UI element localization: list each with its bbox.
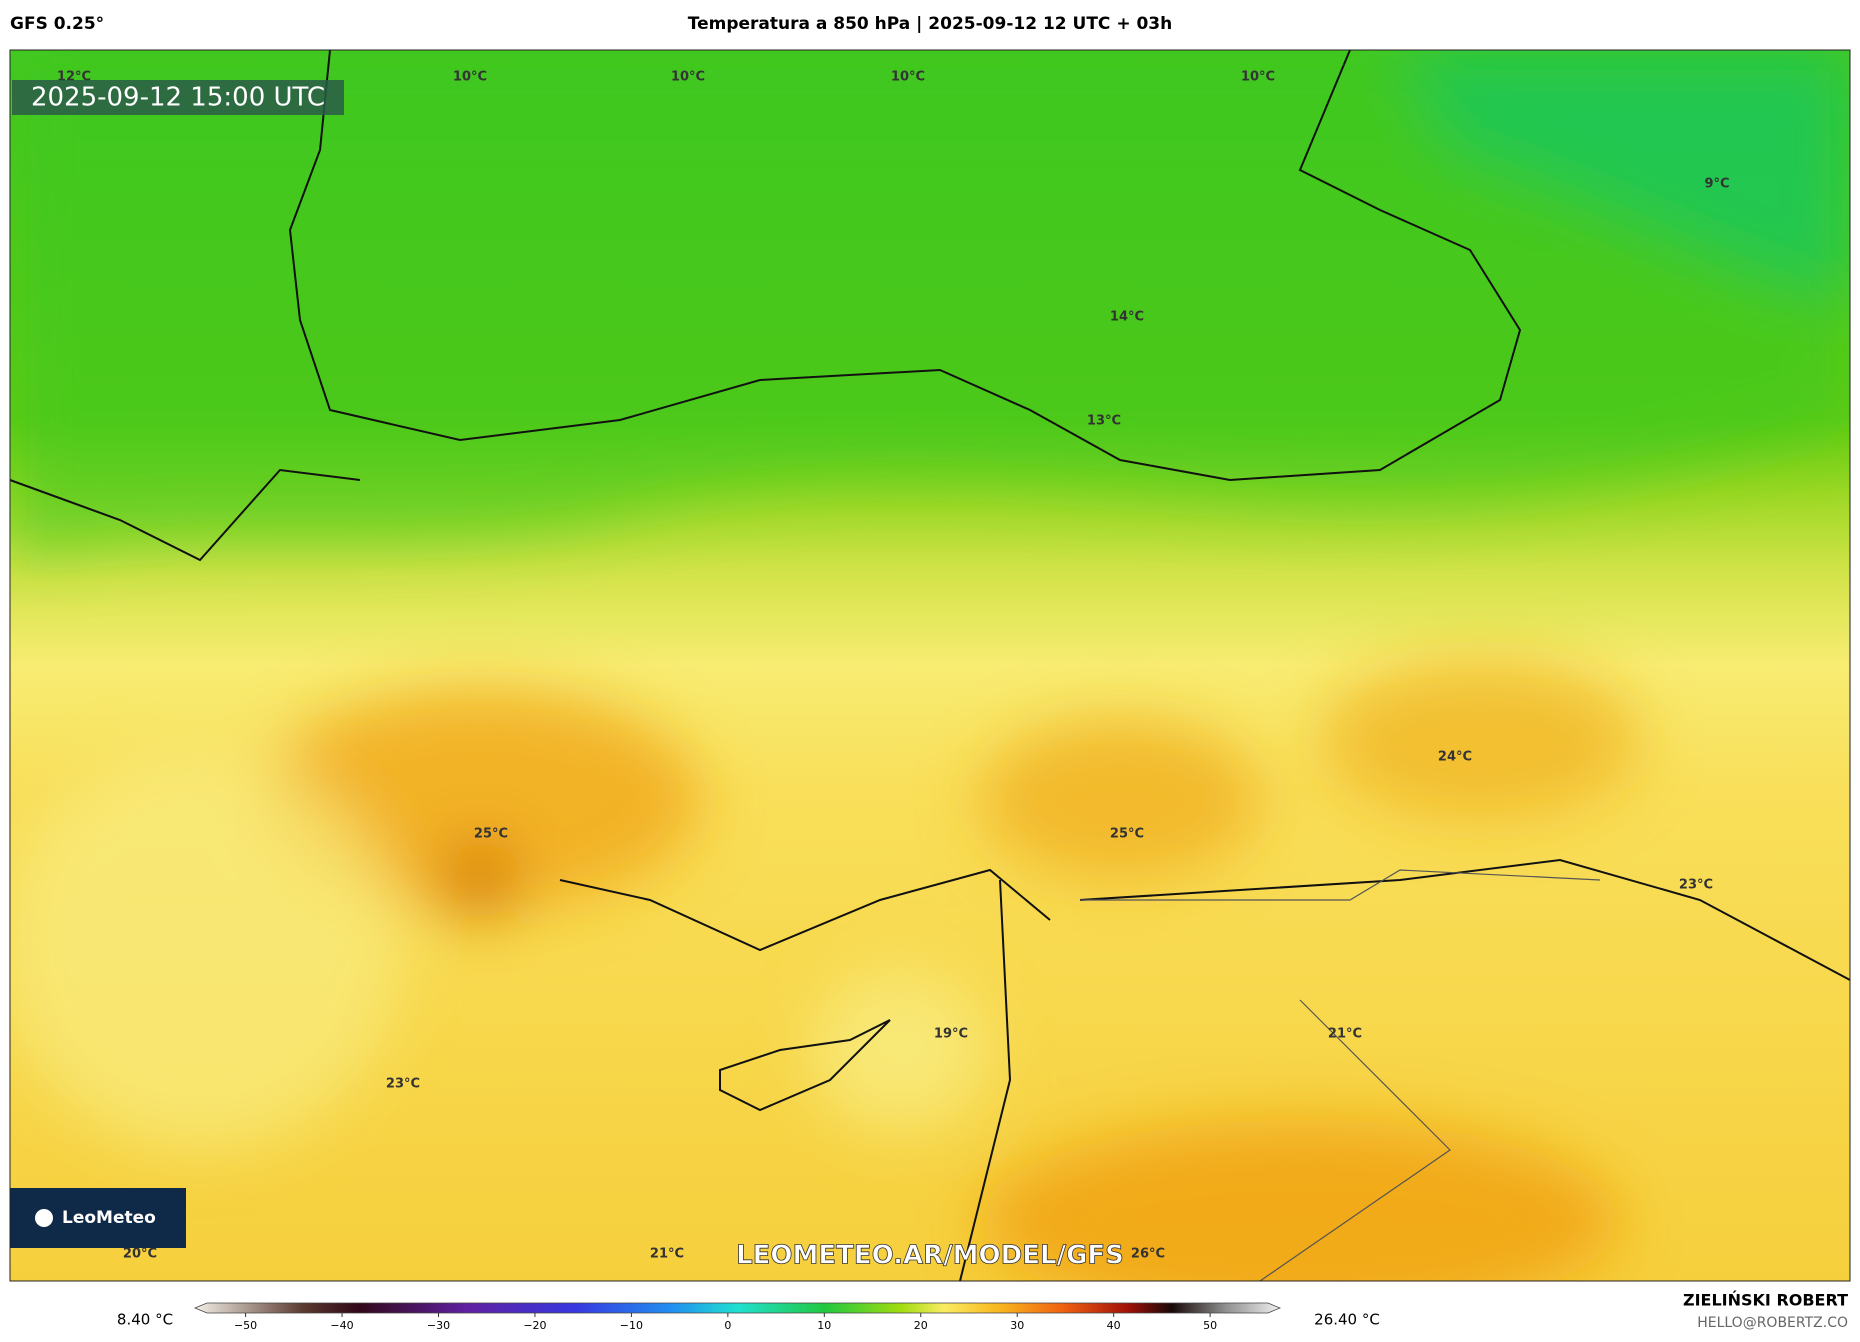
contour-label: 10°C [891,70,925,85]
contour-label: 10°C [1241,70,1275,85]
contour-label: 9°C [1704,177,1729,192]
colorbar-tick-label: 20 [914,1319,928,1332]
colorbar-tick-label: −10 [620,1319,643,1332]
model-name: GFS 0.25° [10,14,104,34]
contour-label: 23°C [1679,878,1713,893]
contour-label: 25°C [474,827,508,842]
colorbar-min: 8.40 °C [117,1311,173,1329]
colorbar-tick-label: −20 [523,1319,546,1332]
map-title: Temperatura a 850 hPa | 2025-09-12 12 UT… [688,14,1173,34]
colorbar-tick-label: 50 [1203,1319,1217,1332]
watermark: LEOMETEO.AR/MODEL/GFS [736,1241,1124,1271]
colorbar-tick-label: −50 [234,1319,257,1332]
colorbar-tick-label: −30 [427,1319,450,1332]
colorbar-tick-label: 0 [724,1319,731,1332]
colorbar-tick-label: −40 [330,1319,353,1332]
colorbar: −50 −40 −30 −20 −10 0 10 20 30 40 50 [193,1302,1282,1332]
contour-label: 21°C [1328,1027,1362,1042]
contour-label: 10°C [453,70,487,85]
contour-label: 24°C [1438,750,1472,765]
colorbar-max: 26.40 °C [1314,1311,1380,1329]
map-frame [9,49,1851,1282]
contour-label: 21°C [650,1247,684,1262]
contour-label: 14°C [1110,310,1144,325]
contour-label: 26°C [1131,1247,1165,1262]
cyprus [719,1019,891,1112]
colorbar-tick-label: 40 [1107,1319,1121,1332]
timestamp: 2025-09-12 15:00 UTC [31,83,325,113]
border [1080,869,1601,1281]
contour-label: 25°C [1110,827,1144,842]
colorbar-tick-label: 10 [817,1319,831,1332]
author: ZIELIŃSKI ROBERT [1683,1291,1848,1310]
temperature-fields [10,50,1850,1281]
contour-label: 20°C [123,1247,157,1262]
logo-text: LeoMeteo [62,1208,156,1228]
colorbar-body [193,1302,1282,1314]
contour-label: 19°C [934,1027,968,1042]
contour-label: 13°C [1087,414,1121,429]
colorbar-tick-label: 30 [1010,1319,1024,1332]
coastline [10,468,1850,1281]
map: 12°C 10°C 10°C 10°C 10°C 9°C 14°C 13°C 2… [10,50,1850,1281]
coastline [288,50,1522,482]
logo-icon [35,1209,53,1227]
timestamp-box [12,80,344,115]
contour-label: 23°C [386,1077,420,1092]
contour-label: 10°C [671,70,705,85]
email: HELLO@ROBERTZ.CO [1697,1315,1848,1331]
